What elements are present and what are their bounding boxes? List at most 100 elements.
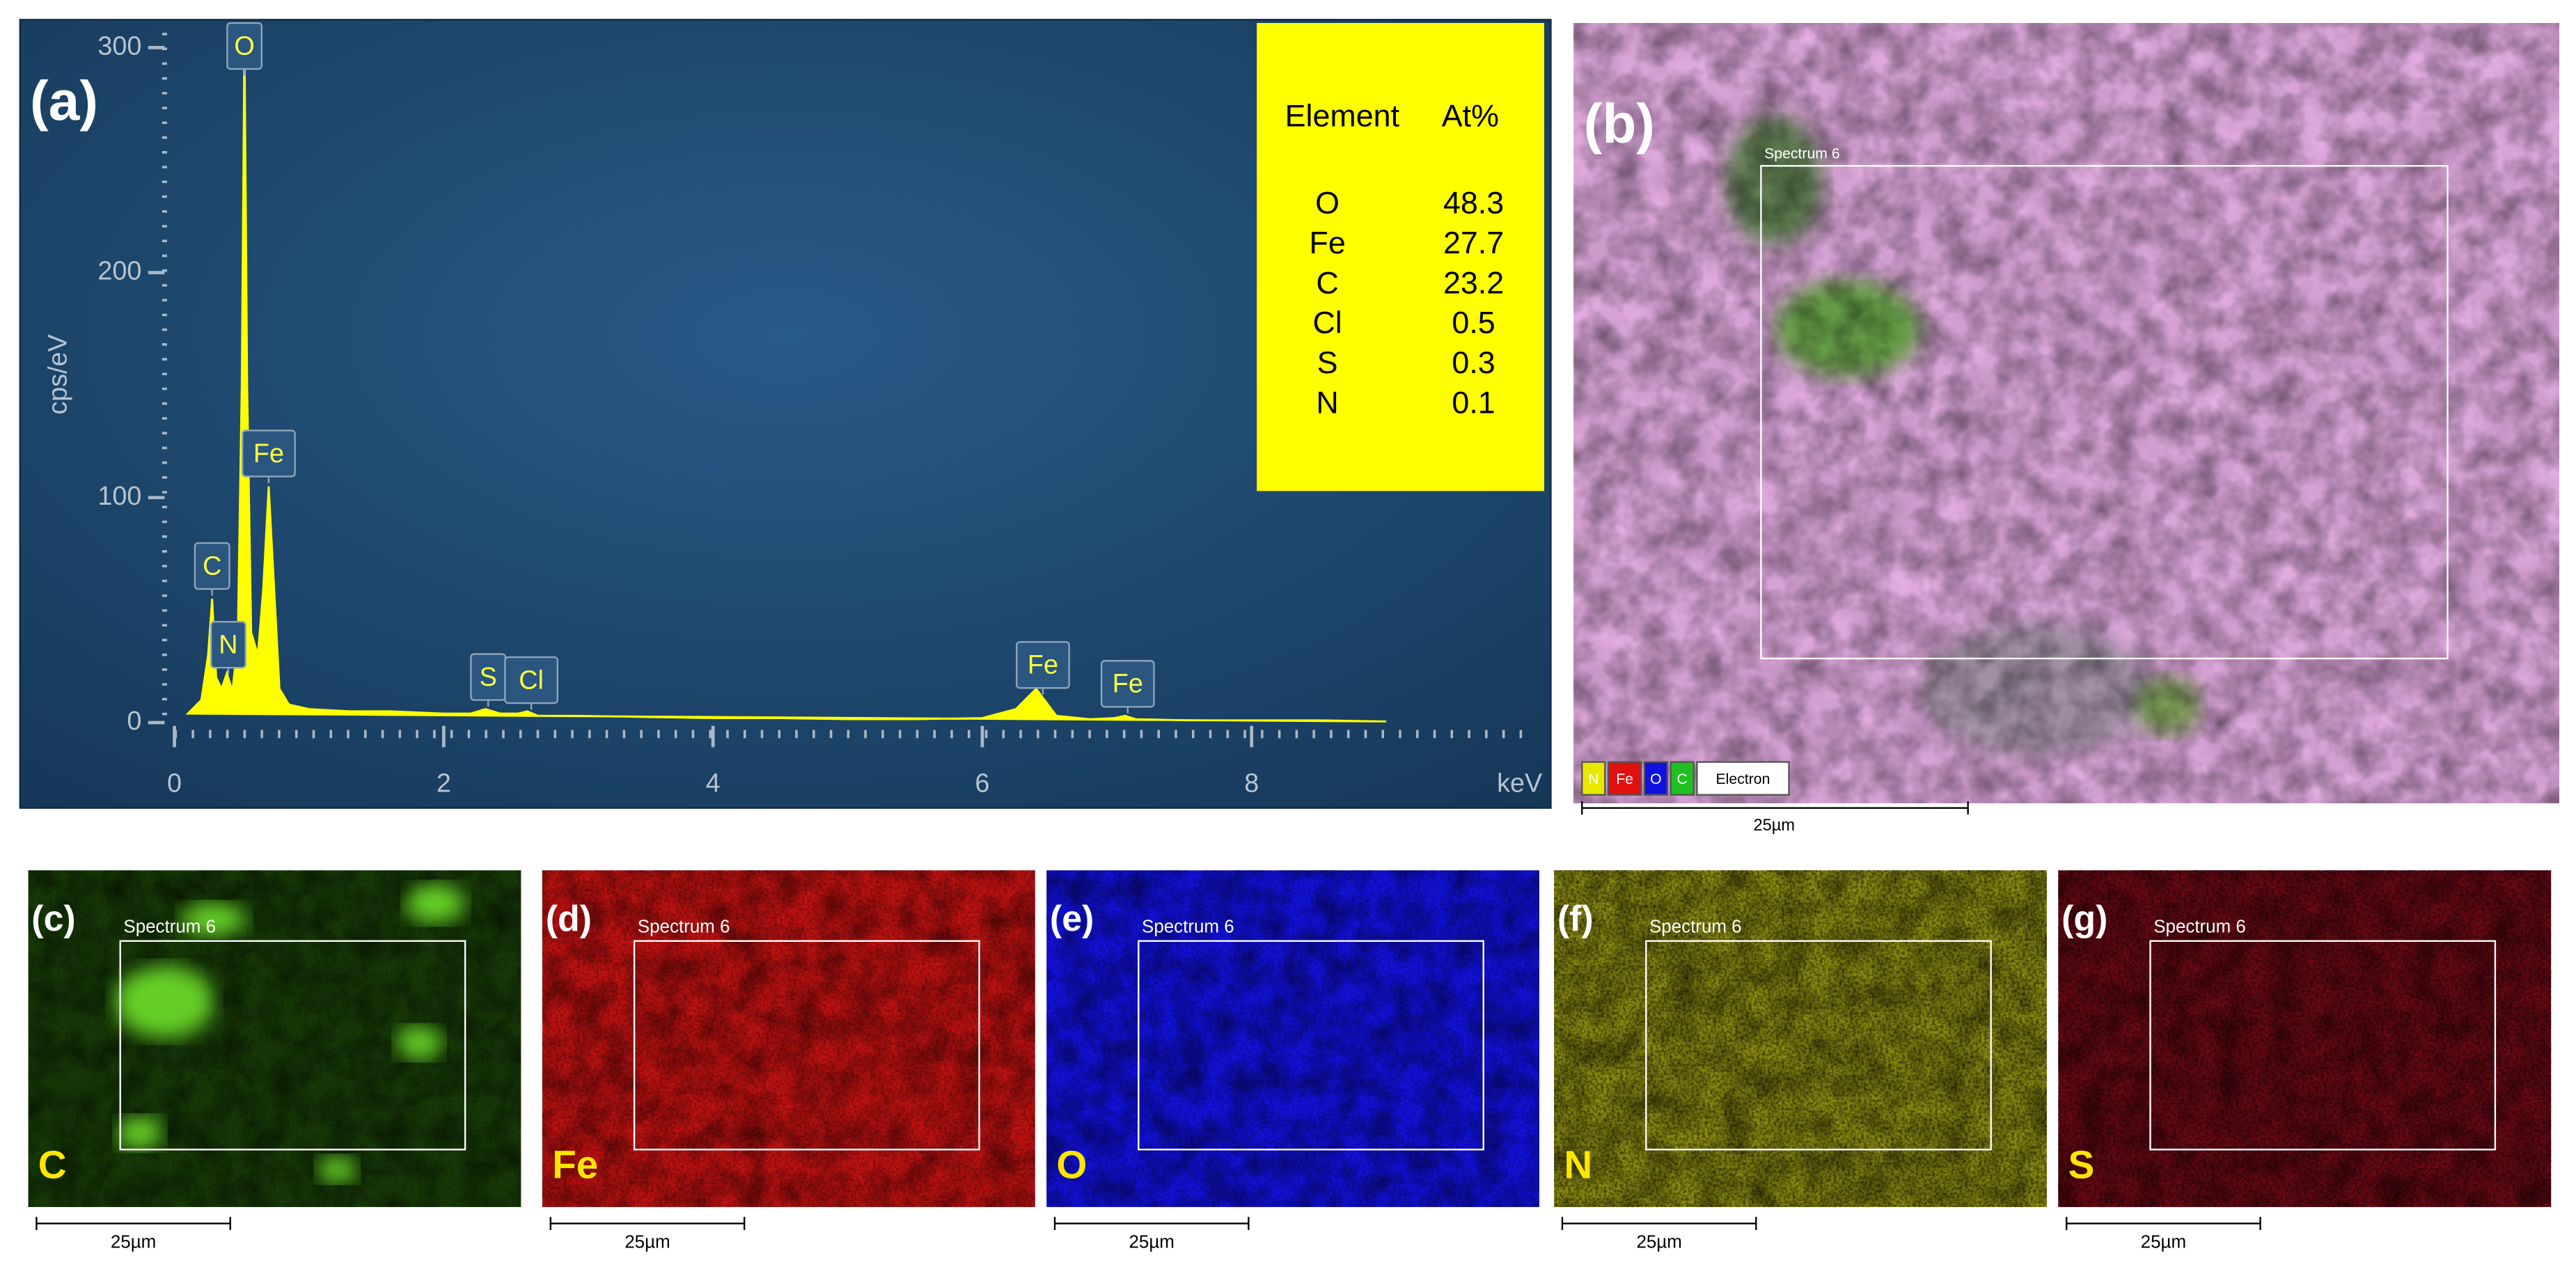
- spectrum-region: [1645, 940, 1992, 1151]
- x-tick-label: 4: [706, 769, 721, 798]
- carbon-region: [396, 1026, 443, 1060]
- carbon-region: [180, 903, 247, 936]
- element-label: O: [1056, 1142, 1087, 1186]
- composition-table: [1257, 23, 1545, 491]
- x-tick-label: 0: [167, 769, 182, 798]
- spectrum-region: [1138, 940, 1484, 1151]
- table-cell: Cl: [1312, 306, 1342, 340]
- peak-label: N: [219, 630, 237, 659]
- spectrum-region: [2149, 940, 2497, 1151]
- y-tick-label: 300: [97, 31, 141, 60]
- element-label: S: [2068, 1142, 2095, 1186]
- table-body: Element At% O 48.3 Fe 27.7 C 23.2 Cl 0.5 S 0.3 N 0.1: [1285, 99, 1505, 420]
- scale-label: 25µm: [111, 1233, 156, 1252]
- region-label: Spectrum 6: [2153, 917, 2246, 937]
- table-cell: 48.3: [1443, 186, 1504, 221]
- legend-chip: [1696, 761, 1790, 796]
- element-label: Fe: [552, 1142, 598, 1186]
- map-speckle: [542, 870, 1035, 1207]
- table-cell: O: [1315, 186, 1340, 221]
- panel-label: (f): [1557, 898, 1594, 938]
- panel-label: (a): [30, 69, 98, 132]
- legend-chip: [1607, 761, 1642, 796]
- element-maps: Spectrum 6 (c) C 25µm Spectrum 6 (d) Fe 25µm Spe…: [28, 870, 2552, 1252]
- legend-label: N: [1588, 771, 1599, 787]
- y-tick-label: 200: [97, 256, 141, 285]
- scale-label: 25µm: [1754, 816, 1795, 834]
- table-cell: 0.3: [1452, 345, 1495, 380]
- peak-label-box: [504, 656, 558, 704]
- carbon-region: [406, 883, 466, 923]
- legend-label: C: [1677, 771, 1688, 787]
- spectrum: [185, 36, 1387, 723]
- peak-label: C: [203, 551, 221, 580]
- sem-overlay-image: [1573, 23, 2559, 803]
- spectrum-plot: 0 100 200 300 0 2 4 6 8 O C N Fe S Cl Fe Fe: [97, 22, 1387, 798]
- carbon-region: [317, 1156, 357, 1183]
- y-axis-label: cps/eV: [42, 334, 72, 414]
- table-cell: 0.1: [1452, 385, 1495, 420]
- region-label: Spectrum 6: [1142, 917, 1234, 937]
- spectrum-region: [119, 940, 466, 1151]
- table-cell: 23.2: [1443, 265, 1504, 300]
- table-cell: C: [1316, 265, 1338, 300]
- spectrum-region: [633, 940, 980, 1151]
- map-speckle: [1046, 870, 1539, 1207]
- peak-label-box: [226, 22, 263, 70]
- peak-label-box: [210, 620, 246, 669]
- panel-label: (c): [31, 898, 75, 938]
- element-label: N: [1564, 1142, 1592, 1186]
- y-tick-label: 0: [127, 706, 141, 735]
- legend-chip: [1670, 761, 1695, 796]
- legend-label: Fe: [1616, 771, 1633, 787]
- peak-label-box: [242, 430, 296, 478]
- x-axis-label: keV: [1497, 769, 1542, 798]
- peak-label: O: [234, 31, 254, 60]
- table-header: At%: [1442, 99, 1499, 134]
- table-cell: N: [1316, 385, 1338, 420]
- spectrum-region: [1760, 165, 2449, 660]
- map-speckle: [1554, 870, 2047, 1207]
- table-cell: Fe: [1309, 226, 1345, 260]
- element-label: C: [38, 1142, 67, 1186]
- table-header: Element: [1285, 99, 1400, 134]
- peak-label: S: [480, 662, 497, 691]
- peak-label-box: [1100, 660, 1155, 708]
- legend-label: Electron: [1716, 771, 1770, 787]
- region-label: Spectrum 6: [1649, 917, 1742, 937]
- x-tick-label: 8: [1244, 769, 1259, 798]
- panel-label: (b): [1584, 92, 1655, 155]
- legend-chip: [1643, 761, 1669, 796]
- panel-label: (g): [2061, 898, 2107, 938]
- table-cell: 0.5: [1452, 306, 1495, 340]
- map-legend: N Fe O C Electron: [1581, 761, 1790, 796]
- peak-label-box: [194, 542, 230, 590]
- legend-chip: [1581, 761, 1606, 796]
- peak-label: Cl: [519, 665, 544, 694]
- panel-label: (e): [1050, 898, 1094, 938]
- carbon-region: [115, 966, 214, 1038]
- region-label: Spectrum 6: [123, 917, 216, 937]
- map-speckle: [2058, 870, 2552, 1207]
- peak-label-box: [1016, 641, 1070, 689]
- scale-label: 25µm: [1636, 1233, 1681, 1252]
- peak-label: Fe: [1028, 650, 1058, 679]
- scale-label: 25µm: [1129, 1233, 1174, 1252]
- x-tick-label: 2: [437, 769, 451, 798]
- region-label: Spectrum 6: [1764, 145, 1840, 162]
- table-cell: S: [1317, 345, 1338, 380]
- region-label: Spectrum 6: [638, 917, 730, 937]
- x-tick-label: 6: [975, 769, 989, 798]
- peak-label: Fe: [1113, 669, 1143, 698]
- legend-label: O: [1650, 771, 1662, 787]
- peak-label: Fe: [253, 439, 284, 468]
- table-cell: 27.7: [1443, 226, 1504, 260]
- panel-label: (d): [546, 898, 592, 938]
- carbon-region: [116, 1117, 164, 1150]
- image-shading: [1573, 23, 2559, 803]
- scale-label: 25µm: [625, 1233, 670, 1252]
- scale-label: 25µm: [2141, 1233, 2186, 1252]
